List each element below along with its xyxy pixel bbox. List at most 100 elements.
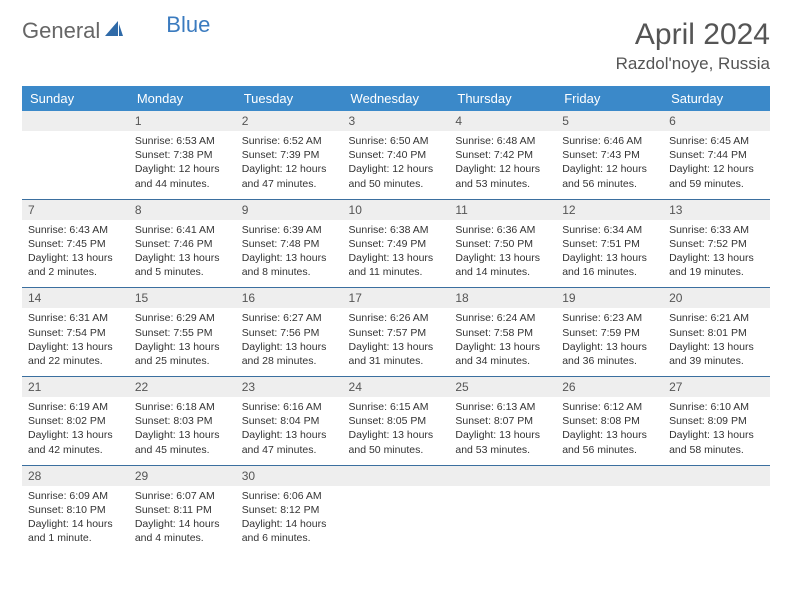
- day-number-cell: 22: [129, 377, 236, 398]
- weekday-header: Tuesday: [236, 86, 343, 111]
- daylight-text: Daylight: 13 hours and 42 minutes.: [28, 428, 123, 456]
- sunrise-text: Sunrise: 6:39 AM: [242, 223, 337, 237]
- sunset-text: Sunset: 7:43 PM: [562, 148, 657, 162]
- sunrise-text: Sunrise: 6:23 AM: [562, 311, 657, 325]
- day-details-cell: Sunrise: 6:10 AMSunset: 8:09 PMDaylight:…: [663, 397, 770, 465]
- day-details-cell: Sunrise: 6:18 AMSunset: 8:03 PMDaylight:…: [129, 397, 236, 465]
- weekday-header: Monday: [129, 86, 236, 111]
- weekday-header: Sunday: [22, 86, 129, 111]
- weekday-header-row: Sunday Monday Tuesday Wednesday Thursday…: [22, 86, 770, 111]
- day-number-row: 123456: [22, 111, 770, 131]
- day-details-cell: [449, 486, 556, 554]
- sunrise-text: Sunrise: 6:46 AM: [562, 134, 657, 148]
- sunset-text: Sunset: 8:07 PM: [455, 414, 550, 428]
- sunrise-text: Sunrise: 6:10 AM: [669, 400, 764, 414]
- sunset-text: Sunset: 8:08 PM: [562, 414, 657, 428]
- calendar-table: Sunday Monday Tuesday Wednesday Thursday…: [22, 86, 770, 553]
- daylight-text: Daylight: 13 hours and 2 minutes.: [28, 251, 123, 279]
- day-details-cell: Sunrise: 6:07 AMSunset: 8:11 PMDaylight:…: [129, 486, 236, 554]
- sunrise-text: Sunrise: 6:16 AM: [242, 400, 337, 414]
- day-details-cell: Sunrise: 6:36 AMSunset: 7:50 PMDaylight:…: [449, 220, 556, 288]
- day-details-cell: Sunrise: 6:48 AMSunset: 7:42 PMDaylight:…: [449, 131, 556, 199]
- day-details-row: Sunrise: 6:31 AMSunset: 7:54 PMDaylight:…: [22, 308, 770, 376]
- day-details-cell: Sunrise: 6:13 AMSunset: 8:07 PMDaylight:…: [449, 397, 556, 465]
- sunrise-text: Sunrise: 6:33 AM: [669, 223, 764, 237]
- header: General Blue April 2024 Razdol'noye, Rus…: [22, 18, 770, 74]
- logo-text-2: Blue: [166, 12, 210, 38]
- sunrise-text: Sunrise: 6:19 AM: [28, 400, 123, 414]
- day-number-cell: 16: [236, 288, 343, 309]
- sunrise-text: Sunrise: 6:12 AM: [562, 400, 657, 414]
- sunrise-text: Sunrise: 6:07 AM: [135, 489, 230, 503]
- daylight-text: Daylight: 14 hours and 6 minutes.: [242, 517, 337, 545]
- sunset-text: Sunset: 7:44 PM: [669, 148, 764, 162]
- day-details-cell: [343, 486, 450, 554]
- day-number-cell: [556, 465, 663, 486]
- day-details-cell: Sunrise: 6:21 AMSunset: 8:01 PMDaylight:…: [663, 308, 770, 376]
- day-number-cell: 14: [22, 288, 129, 309]
- sunset-text: Sunset: 7:57 PM: [349, 326, 444, 340]
- day-details-cell: Sunrise: 6:33 AMSunset: 7:52 PMDaylight:…: [663, 220, 770, 288]
- day-number-cell: 23: [236, 377, 343, 398]
- daylight-text: Daylight: 13 hours and 58 minutes.: [669, 428, 764, 456]
- day-details-cell: Sunrise: 6:06 AMSunset: 8:12 PMDaylight:…: [236, 486, 343, 554]
- daylight-text: Daylight: 13 hours and 36 minutes.: [562, 340, 657, 368]
- daylight-text: Daylight: 13 hours and 5 minutes.: [135, 251, 230, 279]
- day-number-cell: 30: [236, 465, 343, 486]
- day-details-cell: Sunrise: 6:27 AMSunset: 7:56 PMDaylight:…: [236, 308, 343, 376]
- day-number-cell: [343, 465, 450, 486]
- day-number-cell: 18: [449, 288, 556, 309]
- day-details-cell: Sunrise: 6:43 AMSunset: 7:45 PMDaylight:…: [22, 220, 129, 288]
- daylight-text: Daylight: 13 hours and 14 minutes.: [455, 251, 550, 279]
- sunset-text: Sunset: 7:38 PM: [135, 148, 230, 162]
- day-number-cell: [449, 465, 556, 486]
- daylight-text: Daylight: 12 hours and 56 minutes.: [562, 162, 657, 190]
- sunrise-text: Sunrise: 6:09 AM: [28, 489, 123, 503]
- sunrise-text: Sunrise: 6:06 AM: [242, 489, 337, 503]
- sunrise-text: Sunrise: 6:18 AM: [135, 400, 230, 414]
- day-number-cell: [663, 465, 770, 486]
- day-number-row: 14151617181920: [22, 288, 770, 309]
- daylight-text: Daylight: 12 hours and 59 minutes.: [669, 162, 764, 190]
- day-details-cell: Sunrise: 6:53 AMSunset: 7:38 PMDaylight:…: [129, 131, 236, 199]
- sunrise-text: Sunrise: 6:48 AM: [455, 134, 550, 148]
- location: Razdol'noye, Russia: [616, 54, 770, 74]
- day-details-cell: Sunrise: 6:45 AMSunset: 7:44 PMDaylight:…: [663, 131, 770, 199]
- sunrise-text: Sunrise: 6:24 AM: [455, 311, 550, 325]
- day-details-row: Sunrise: 6:19 AMSunset: 8:02 PMDaylight:…: [22, 397, 770, 465]
- daylight-text: Daylight: 13 hours and 50 minutes.: [349, 428, 444, 456]
- day-details-cell: Sunrise: 6:23 AMSunset: 7:59 PMDaylight:…: [556, 308, 663, 376]
- sunset-text: Sunset: 7:42 PM: [455, 148, 550, 162]
- sunset-text: Sunset: 7:46 PM: [135, 237, 230, 251]
- day-details-cell: Sunrise: 6:15 AMSunset: 8:05 PMDaylight:…: [343, 397, 450, 465]
- day-details-cell: Sunrise: 6:26 AMSunset: 7:57 PMDaylight:…: [343, 308, 450, 376]
- day-number-cell: 15: [129, 288, 236, 309]
- day-number-cell: 29: [129, 465, 236, 486]
- daylight-text: Daylight: 13 hours and 56 minutes.: [562, 428, 657, 456]
- day-details-cell: Sunrise: 6:12 AMSunset: 8:08 PMDaylight:…: [556, 397, 663, 465]
- day-number-cell: 19: [556, 288, 663, 309]
- sunset-text: Sunset: 8:10 PM: [28, 503, 123, 517]
- sunset-text: Sunset: 8:04 PM: [242, 414, 337, 428]
- daylight-text: Daylight: 13 hours and 31 minutes.: [349, 340, 444, 368]
- sunrise-text: Sunrise: 6:43 AM: [28, 223, 123, 237]
- day-number-cell: 24: [343, 377, 450, 398]
- sunset-text: Sunset: 7:58 PM: [455, 326, 550, 340]
- sunrise-text: Sunrise: 6:34 AM: [562, 223, 657, 237]
- sunset-text: Sunset: 7:51 PM: [562, 237, 657, 251]
- daylight-text: Daylight: 13 hours and 47 minutes.: [242, 428, 337, 456]
- sunset-text: Sunset: 7:39 PM: [242, 148, 337, 162]
- daylight-text: Daylight: 13 hours and 16 minutes.: [562, 251, 657, 279]
- day-number-cell: 4: [449, 111, 556, 131]
- day-details-cell: Sunrise: 6:52 AMSunset: 7:39 PMDaylight:…: [236, 131, 343, 199]
- daylight-text: Daylight: 13 hours and 45 minutes.: [135, 428, 230, 456]
- sunrise-text: Sunrise: 6:29 AM: [135, 311, 230, 325]
- daylight-text: Daylight: 13 hours and 22 minutes.: [28, 340, 123, 368]
- sunrise-text: Sunrise: 6:38 AM: [349, 223, 444, 237]
- sunset-text: Sunset: 7:48 PM: [242, 237, 337, 251]
- day-details-row: Sunrise: 6:43 AMSunset: 7:45 PMDaylight:…: [22, 220, 770, 288]
- sunset-text: Sunset: 8:01 PM: [669, 326, 764, 340]
- sunset-text: Sunset: 7:52 PM: [669, 237, 764, 251]
- day-number-cell: 3: [343, 111, 450, 131]
- daylight-text: Daylight: 13 hours and 39 minutes.: [669, 340, 764, 368]
